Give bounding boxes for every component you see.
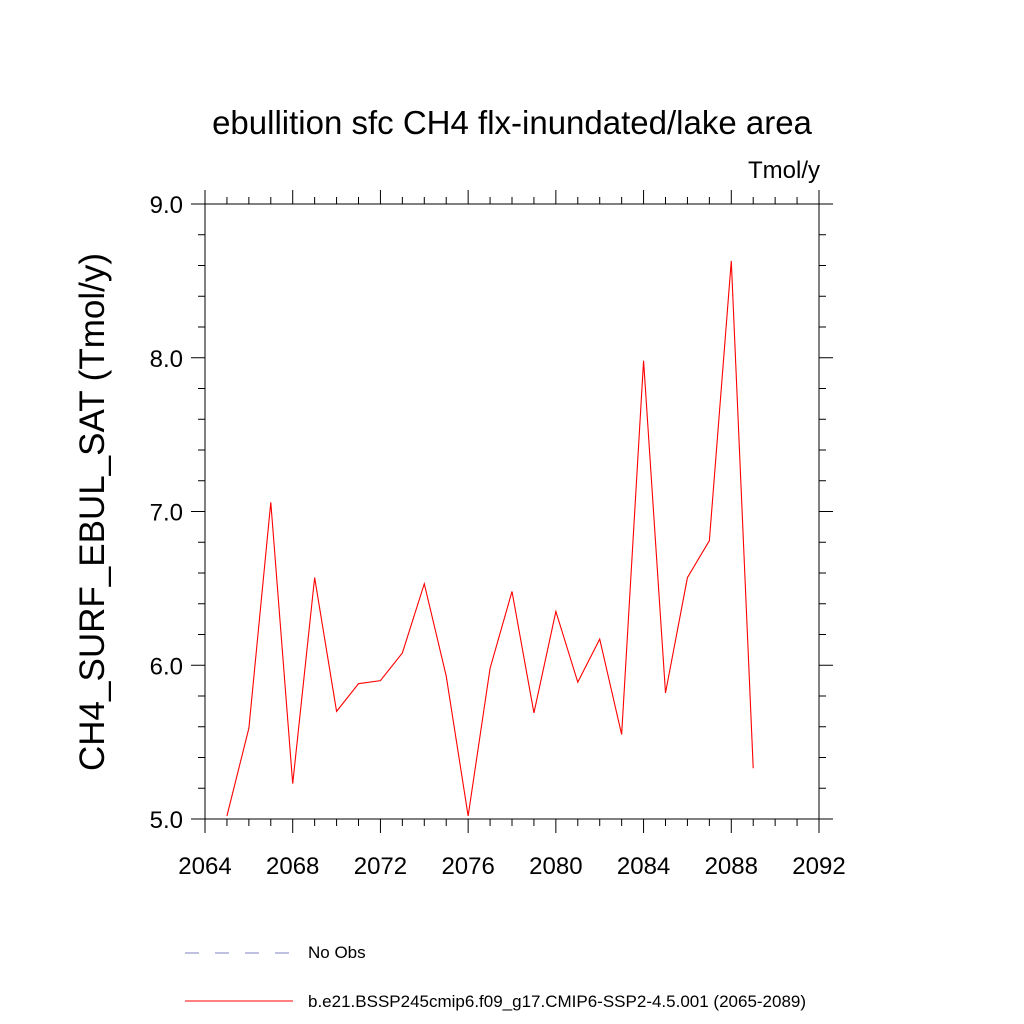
plot-frame: [204, 203, 820, 820]
y-tick-label-8.0: 8.0: [150, 346, 183, 373]
x-tick-label-2080: 2080: [529, 853, 582, 880]
x-tick-label-2088: 2088: [705, 853, 758, 880]
axis-ticks: [191, 190, 833, 833]
axis-tick-labels: 2064 2068 2072 2076 2080 2084 2088 2092 5.0 6.0 7.…: [150, 192, 846, 880]
y-tick-label-7.0: 7.0: [150, 500, 183, 527]
x-tick-label-2068: 2068: [266, 853, 319, 880]
units-label: Tmol/y: [748, 157, 820, 184]
legend-label-series: b.e21.BSSP245cmip6.f09_g17.CMIP6-SSP2-4.…: [308, 992, 807, 1011]
series-line-0: [226, 260, 754, 817]
series-group: [226, 260, 754, 817]
legend-lines: [185, 952, 293, 1002]
x-tick-label-2072: 2072: [354, 853, 407, 880]
x-tick-label-2064: 2064: [178, 853, 231, 880]
y-axis-label: CH4_SURF_EBUL_SAT (Tmol/y): [73, 253, 112, 771]
y-tick-label-5.0: 5.0: [150, 807, 183, 834]
x-tick-label-2092: 2092: [792, 853, 845, 880]
y-tick-label-9.0: 9.0: [150, 192, 183, 219]
y-tick-label-6.0: 6.0: [150, 653, 183, 680]
x-tick-label-2084: 2084: [617, 853, 670, 880]
chart-title: ebullition sfc CH4 flx-inundated/lake ar…: [212, 104, 812, 141]
legend-label-no-obs: No Obs: [308, 943, 366, 962]
x-tick-label-2076: 2076: [441, 853, 494, 880]
